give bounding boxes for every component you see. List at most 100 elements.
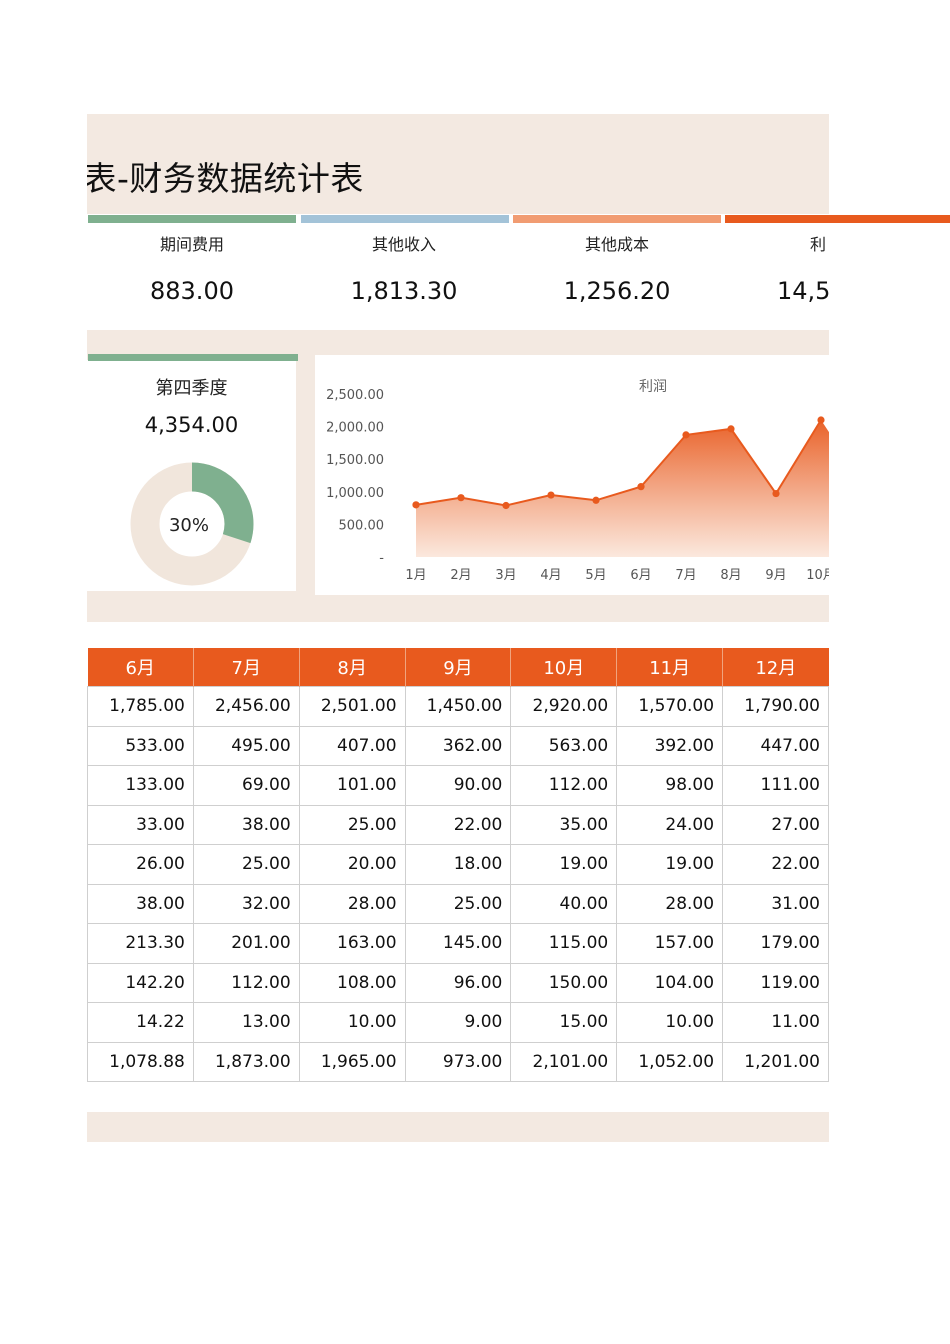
card-gap: [296, 441, 300, 445]
table-cell: 101.00: [298, 765, 406, 806]
column-header: 7月: [193, 648, 300, 687]
table-cell: 1,785.00: [87, 686, 194, 727]
table-cell: 19.00: [510, 844, 618, 885]
table-cell: 112.00: [510, 765, 618, 806]
data-point: [772, 489, 780, 498]
profit-line: [415, 419, 822, 507]
table-cell: 15.00: [510, 1002, 618, 1043]
profit-area: [416, 420, 829, 557]
table-cell: 563.00: [510, 725, 618, 766]
y-tick-label: 2,500.00: [326, 388, 384, 403]
kpi-label-other-income: 其他收入: [371, 235, 436, 254]
footer-band: [87, 1112, 829, 1142]
table-row: 14.22 13.00 10.00 9.00 15.00 10.00 11.00: [87, 1002, 829, 1043]
quarter-donut: 30%: [130, 462, 254, 586]
table-row: 26.00 25.00 20.00 18.00 19.00 19.00 22.00: [87, 844, 829, 885]
table-cell: 201.00: [192, 923, 300, 964]
column-header: 9月: [405, 648, 512, 687]
data-point: [682, 431, 690, 439]
kpi-value-profit: 14,5: [777, 277, 829, 305]
table-header-row: 6月 7月 8月 9月 10月 11月 12月: [87, 648, 829, 687]
table-cell: 1,965.00: [298, 1041, 406, 1082]
table-cell: 115.00: [510, 923, 618, 964]
y-tick-label: 1,000.00: [326, 486, 384, 501]
table-cell: 213.30: [87, 923, 194, 964]
table-row: 38.00 32.00 28.00 25.00 40.00 28.00 31.00: [87, 883, 829, 924]
table-row: 213.30 201.00 163.00 145.00 115.00 157.00 179.…: [87, 923, 829, 964]
table-cell: 10.00: [298, 1002, 406, 1043]
table-cell: 163.00: [298, 923, 406, 964]
table-cell: 31.00: [722, 883, 829, 924]
table-row: 533.00 495.00 407.00 362.00 563.00 392.00 447.…: [87, 725, 829, 766]
section-band: [87, 330, 829, 355]
table-cell: 98.00: [616, 765, 724, 806]
table-cell: 1,201.00: [722, 1041, 829, 1082]
table-cell: 142.20: [87, 962, 194, 1003]
table-cell: 2,101.00: [510, 1041, 618, 1082]
column-header: 8月: [299, 648, 406, 687]
table-cell: 1,790.00: [722, 686, 829, 727]
table-cell: 38.00: [192, 804, 300, 845]
data-point: [457, 494, 465, 502]
page-title: 报表-财务数据统计表: [87, 159, 364, 198]
quarter-title: 第四季度: [155, 378, 228, 399]
table-cell: 1,078.88: [87, 1041, 194, 1082]
quarter-bar: [88, 354, 298, 361]
table-cell: 2,456.00: [192, 686, 300, 727]
table-cell: 2,501.00: [298, 686, 406, 727]
y-axis: 2,500.00 2,000.00 1,500.00 1,000.00 500.00 -: [326, 388, 384, 566]
table-cell: 9.00: [404, 1002, 512, 1043]
table-cell: 22.00: [722, 844, 829, 885]
x-tick-label: 2月: [450, 568, 471, 583]
card-gap: [296, 402, 300, 406]
table-cell: 25.00: [298, 804, 406, 845]
table-cell: 25.00: [404, 883, 512, 924]
column-header: 12月: [722, 648, 829, 687]
x-tick-label: 10月: [806, 568, 829, 583]
kpi-bar-expense: [88, 215, 296, 223]
table-cell: 10.00: [616, 1002, 724, 1043]
data-point: [637, 483, 645, 491]
section-band-bottom: [87, 595, 829, 622]
table-row: 1,078.88 1,873.00 1,965.00 973.00 2,101.00 1,…: [87, 1041, 829, 1082]
x-axis: 1月 2月 3月 4月 5月 6月 7月 8月 9月 10月: [405, 568, 829, 583]
kpi-value-other-income: 1,813.30: [350, 277, 458, 305]
y-tick-label: 500.00: [339, 518, 385, 533]
table-row: 133.00 69.00 101.00 90.00 112.00 98.00 111.00: [87, 765, 829, 806]
table-cell: 20.00: [298, 844, 406, 885]
kpi-value-expense: 883.00: [150, 277, 234, 305]
quarter-value: 4,354.00: [144, 413, 239, 437]
table-cell: 28.00: [616, 883, 724, 924]
table-cell: 447.00: [722, 725, 829, 766]
kpi-label-profit: 利: [810, 235, 827, 254]
table-cell: 19.00: [616, 844, 724, 885]
table-cell: 1,570.00: [616, 686, 724, 727]
x-tick-label: 4月: [540, 568, 561, 583]
data-point: [592, 496, 600, 504]
table-cell: 533.00: [87, 725, 194, 766]
table-cell: 112.00: [192, 962, 300, 1003]
chart-title: 利润: [639, 379, 667, 395]
table-cell: 108.00: [298, 962, 406, 1003]
x-tick-label: 9月: [765, 568, 786, 583]
table-cell: 33.00: [87, 804, 194, 845]
kpi-label-other-cost: 其他成本: [584, 235, 649, 254]
kpi-label-expense: 期间费用: [159, 235, 224, 254]
table-cell: 157.00: [616, 923, 724, 964]
data-point: [502, 501, 510, 510]
table-cell: 26.00: [87, 844, 194, 885]
table-cell: 2,920.00: [510, 686, 618, 727]
table-cell: 150.00: [510, 962, 618, 1003]
table-cell: 96.00: [404, 962, 512, 1003]
data-point: [412, 501, 420, 509]
y-tick-label: 1,500.00: [326, 453, 384, 468]
table-cell: 27.00: [722, 804, 829, 845]
table-cell: 179.00: [722, 923, 829, 964]
kpi-bar-other-income: [301, 215, 509, 223]
kpi-row: 期间费用 883.00 其他收入 1,813.30 其他成本 1,256.20 …: [87, 224, 829, 324]
x-tick-label: 8月: [720, 568, 741, 583]
table-cell: 1,450.00: [404, 686, 512, 727]
column-header: 6月: [87, 648, 194, 687]
table-cell: 32.00: [192, 883, 300, 924]
table-cell: 14.22: [87, 1002, 194, 1043]
